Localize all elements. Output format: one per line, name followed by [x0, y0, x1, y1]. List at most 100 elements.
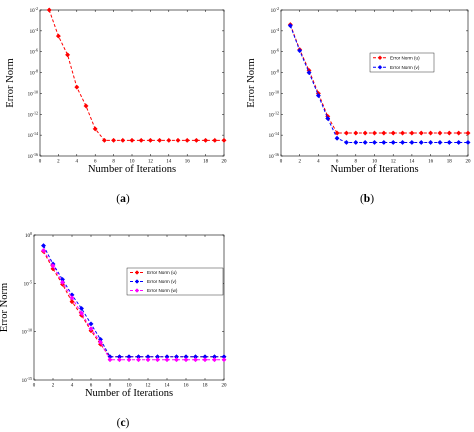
data-point: [69, 299, 75, 305]
data-point: [135, 357, 142, 363]
series-line: [48, 9, 224, 141]
series-errornormv-1: [287, 23, 471, 145]
series-errornormu-0: [287, 22, 471, 136]
y-axis-label: Error Norm: [5, 58, 16, 107]
caption-a: (a): [116, 193, 130, 205]
x-tick-label: 18: [203, 160, 209, 165]
data-point: [371, 139, 378, 145]
legend-label: Error Norm (v): [390, 65, 420, 70]
x-tick-label: 16: [428, 160, 434, 165]
data-point: [55, 33, 61, 39]
data-point: [221, 137, 227, 143]
data-point: [428, 139, 434, 145]
y-tick-label: 10-6: [30, 48, 38, 56]
data-point: [334, 135, 340, 141]
series-line: [289, 25, 468, 143]
data-point: [88, 326, 94, 332]
data-point: [129, 137, 135, 143]
data-point: [74, 84, 80, 90]
chart-panel-c: 0 2 4 6 8 10 12 14 16 18 20 10-15 10-10 10-5 100 Number…: [0, 231, 227, 399]
caption-b: (b): [360, 193, 374, 205]
y-tick-label: 10-8: [30, 69, 38, 77]
x-tick-label: 6: [94, 160, 97, 165]
y-tick-label: 10-14: [269, 131, 279, 139]
x-tick-label: 2: [52, 384, 55, 389]
data-point: [97, 339, 104, 345]
data-point: [83, 103, 89, 109]
data-point: [371, 130, 378, 136]
y-axis-label: Error Norm: [0, 283, 10, 332]
y-tick-label: 10-4: [271, 27, 279, 35]
data-point: [287, 23, 293, 29]
y-tick-label: 100: [25, 231, 32, 239]
x-tick-label: 6: [90, 384, 93, 389]
legend-swatch-marker: [134, 288, 140, 293]
y-tick-label: 10-4: [30, 27, 38, 35]
data-point: [211, 357, 218, 363]
y-tick-label: 10-6: [271, 48, 279, 56]
chart-panel-b: 0 2 4 6 8 10 12 14 16 18 20 10-16 10-14 10-12 10-10 10-…: [246, 6, 471, 175]
data-point: [183, 357, 189, 363]
data-point: [343, 139, 350, 145]
x-tick-label: 8: [112, 160, 115, 165]
y-tick-label: 10-10: [269, 89, 279, 97]
y-tick-label: 10-12: [269, 110, 279, 118]
data-point: [390, 139, 396, 145]
y-tick-label: 10-12: [28, 110, 38, 118]
series-line: [289, 24, 468, 134]
x-tick-label: 2: [57, 160, 60, 165]
data-point: [46, 7, 52, 13]
data-point: [126, 357, 132, 363]
y-tick-label: 10-16: [28, 152, 38, 160]
x-tick-label: 14: [409, 160, 415, 165]
series-errornormu-0: [40, 248, 227, 360]
x-tick-label: 20: [466, 160, 472, 165]
x-tick-label: 10: [130, 160, 136, 165]
data-point: [221, 357, 227, 363]
data-point: [203, 137, 209, 143]
data-point: [202, 357, 208, 363]
x-axis-label: Number of Iterations: [330, 164, 418, 175]
x-tick-label: 0: [33, 384, 36, 389]
legend-swatch-marker: [134, 279, 140, 284]
y-tick-label: 10-10: [28, 89, 38, 97]
data-point: [101, 137, 107, 143]
y-tick-label: 10-2: [30, 6, 38, 14]
x-tick-label: 16: [184, 384, 190, 389]
data-point: [166, 137, 172, 143]
data-point: [362, 139, 368, 145]
data-point: [418, 139, 424, 145]
legend-label: Error Norm (u): [147, 270, 177, 275]
data-point: [456, 130, 462, 136]
data-point: [353, 130, 359, 136]
legend: Error Norm (u) Error Norm (v) Error Norm (…: [126, 267, 224, 296]
data-point: [50, 263, 56, 269]
x-tick-label: 4: [71, 384, 74, 389]
data-point: [465, 139, 471, 145]
data-point: [437, 139, 443, 145]
x-tick-label: 14: [165, 384, 171, 389]
x-tick-label: 6: [336, 160, 339, 165]
data-point: [154, 357, 161, 363]
legend: Error Norm (u) Error Norm (v): [369, 52, 435, 73]
data-point: [78, 310, 85, 316]
x-tick-label: 16: [185, 160, 191, 165]
y-tick-label: 10-8: [271, 69, 279, 77]
x-tick-label: 2: [298, 160, 301, 165]
x-tick-label: 18: [203, 384, 209, 389]
data-point: [116, 357, 123, 363]
x-tick-label: 12: [146, 384, 152, 389]
series-errornormw-2: [40, 247, 227, 363]
data-point: [334, 130, 340, 136]
series-line: [43, 251, 224, 358]
x-axis-label: Number of Iterations: [88, 164, 176, 175]
x-axis-label: Number of Iterations: [85, 388, 173, 399]
data-point: [306, 70, 312, 76]
data-point: [92, 126, 98, 132]
x-tick-label: 10: [127, 384, 133, 389]
data-point: [315, 92, 321, 99]
x-tick-label: 20: [222, 384, 228, 389]
y-tick-label: 10-10: [22, 328, 32, 336]
data-point: [409, 139, 415, 145]
